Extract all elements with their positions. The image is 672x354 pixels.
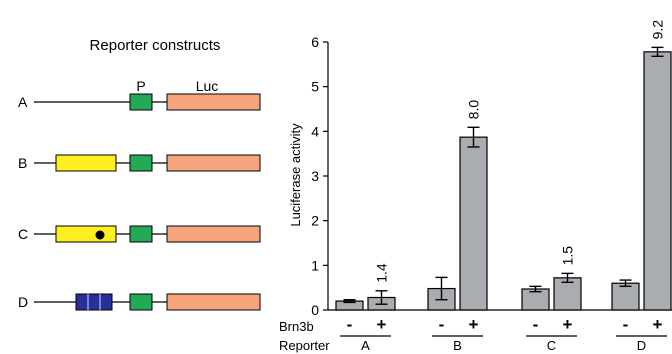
- treatment-sign: +: [469, 315, 479, 334]
- enhancer-element: [55, 225, 117, 243]
- bar: [611, 282, 640, 311]
- fold-change-label: 1.5: [560, 246, 576, 266]
- constructs-title: Reporter constructs: [90, 37, 221, 54]
- luc-box: [166, 154, 261, 172]
- treatment-sign: +: [377, 315, 387, 334]
- enhancer-element: [55, 154, 117, 172]
- reporter-group-label: B: [453, 338, 462, 353]
- treatment-sign: -: [439, 315, 445, 334]
- mutation-dot: [95, 230, 105, 240]
- treatment-sign: +: [563, 315, 573, 334]
- y-tick-label: 0: [311, 302, 319, 318]
- reporter-group-label: D: [637, 338, 646, 353]
- treatment-sign: -: [347, 315, 353, 334]
- promoter-box: [129, 93, 153, 111]
- luc-label: Luc: [196, 78, 219, 94]
- luc-box: [166, 93, 261, 111]
- y-tick-label: 6: [311, 34, 319, 50]
- brn3b-label: Brn3b: [279, 319, 314, 334]
- reporter-axis-label: Reporter: [279, 338, 330, 353]
- promoter-box: [129, 225, 153, 243]
- y-tick-label: 4: [311, 123, 319, 139]
- luciferase-bar-chart: Luciferase activity 0 1 2 3 4 5 6 1.4 8.0 1.5 9.2…: [279, 20, 672, 353]
- promoter-label: P: [136, 78, 145, 94]
- y-tick-label: 5: [311, 79, 319, 95]
- reporter-group-label: C: [547, 338, 556, 353]
- fold-change-label: 8.0: [466, 100, 482, 120]
- fold-change-label: 9.2: [650, 20, 666, 40]
- construct-label-d: D: [18, 294, 28, 310]
- luc-box: [166, 293, 261, 311]
- y-tick-label: 1: [311, 257, 319, 273]
- promoter-box: [129, 293, 153, 311]
- treatment-sign: -: [533, 315, 539, 334]
- y-tick-label: 2: [311, 213, 319, 229]
- x-axis-labels: Brn3b Reporter - +A- +B- +C- +D: [279, 315, 667, 353]
- bar: [643, 51, 672, 311]
- y-axis: 0 1 2 3 4 5 6: [311, 34, 672, 318]
- y-tick-label: 3: [311, 168, 319, 184]
- treatment-sign: -: [623, 315, 629, 334]
- fold-change-label: 1.4: [374, 263, 390, 283]
- y-axis-label: Luciferase activity: [288, 123, 303, 227]
- reporter-group-label: A: [361, 338, 370, 353]
- luc-box: [166, 225, 261, 243]
- reporter-constructs-panel: Reporter constructs P Luc A B C D: [18, 37, 261, 311]
- construct-label-a: A: [18, 94, 28, 110]
- repeat-element: [75, 293, 113, 311]
- promoter-box: [129, 154, 153, 172]
- treatment-sign: +: [653, 315, 663, 334]
- bars: 1.4 8.0 1.5 9.2: [335, 20, 672, 311]
- bar: [459, 136, 488, 311]
- construct-label-b: B: [18, 155, 27, 171]
- construct-label-c: C: [18, 226, 28, 242]
